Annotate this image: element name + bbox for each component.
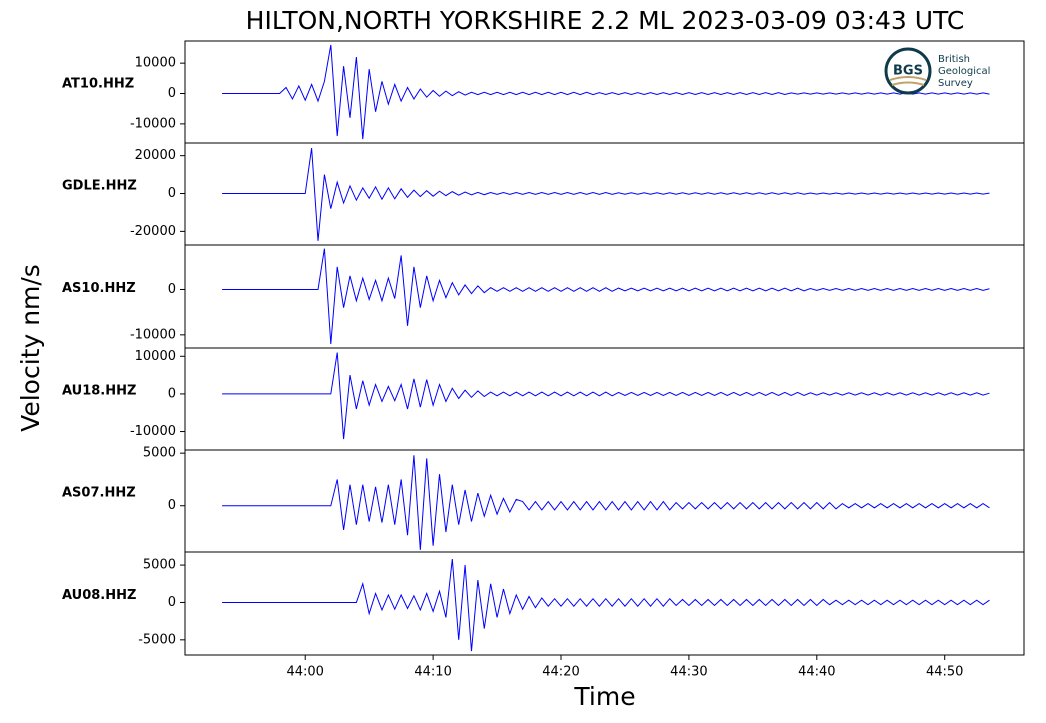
logo-abbr: BGS xyxy=(893,64,923,79)
chart-title: HILTON,NORTH YORKSHIRE 2.2 ML 2023-03-09… xyxy=(246,6,965,35)
y-tick-label: 10000 xyxy=(135,56,176,71)
station-label: AT10.HHZ xyxy=(62,77,134,92)
station-label: AS10.HHZ xyxy=(62,281,136,296)
waveform xyxy=(222,455,990,550)
panel-frame xyxy=(184,551,1025,656)
logo: BGS British Geological Survey xyxy=(884,47,990,95)
x-tick-label: 44:00 xyxy=(286,665,323,680)
y-tick-label: 10000 xyxy=(135,349,176,364)
x-tick-label: 44:30 xyxy=(670,665,707,680)
y-tick-label: 5000 xyxy=(143,446,176,461)
waveform xyxy=(222,248,990,344)
y-tick-label: 0 xyxy=(168,386,176,401)
x-axis-label: Time xyxy=(573,682,635,711)
station-label: AU08.HHZ xyxy=(62,588,136,603)
logo-text: Survey xyxy=(938,78,973,89)
y-tick-label: 0 xyxy=(168,86,176,101)
panel-frame xyxy=(184,142,1025,246)
y-tick-label: -20000 xyxy=(130,224,176,239)
y-tick-label: 0 xyxy=(168,282,176,297)
waveform xyxy=(222,352,990,440)
panel-frame xyxy=(184,449,1025,553)
y-tick-label: -10000 xyxy=(130,116,176,131)
station-label: AU18.HHZ xyxy=(62,384,136,399)
waveform xyxy=(222,559,990,652)
logo-ring xyxy=(884,47,932,95)
y-tick-label: -10000 xyxy=(130,424,176,439)
y-tick-label: -10000 xyxy=(130,327,176,342)
y-tick-label: -5000 xyxy=(138,632,176,647)
x-tick-label: 44:20 xyxy=(542,665,579,680)
x-tick-label: 44:10 xyxy=(414,665,451,680)
logo-text: Geological xyxy=(938,66,990,77)
panel-frame xyxy=(184,347,1025,451)
station-label: AS07.HHZ xyxy=(62,486,136,501)
y-axis-label: Velocity nm/s xyxy=(16,264,45,432)
x-tick-label: 44:40 xyxy=(798,665,835,680)
logo-waves xyxy=(889,76,927,86)
panel-frame xyxy=(184,244,1025,349)
station-label: GDLE.HHZ xyxy=(62,179,137,194)
logo-text: British xyxy=(938,54,970,65)
y-tick-label: 20000 xyxy=(135,148,176,163)
y-tick-label: 0 xyxy=(168,186,176,201)
x-tick-label: 44:50 xyxy=(926,665,963,680)
y-tick-label: 0 xyxy=(168,595,176,610)
waveform xyxy=(222,44,990,140)
y-tick-label: 0 xyxy=(168,498,176,513)
y-tick-label: 5000 xyxy=(143,558,176,573)
waveform xyxy=(222,148,990,241)
